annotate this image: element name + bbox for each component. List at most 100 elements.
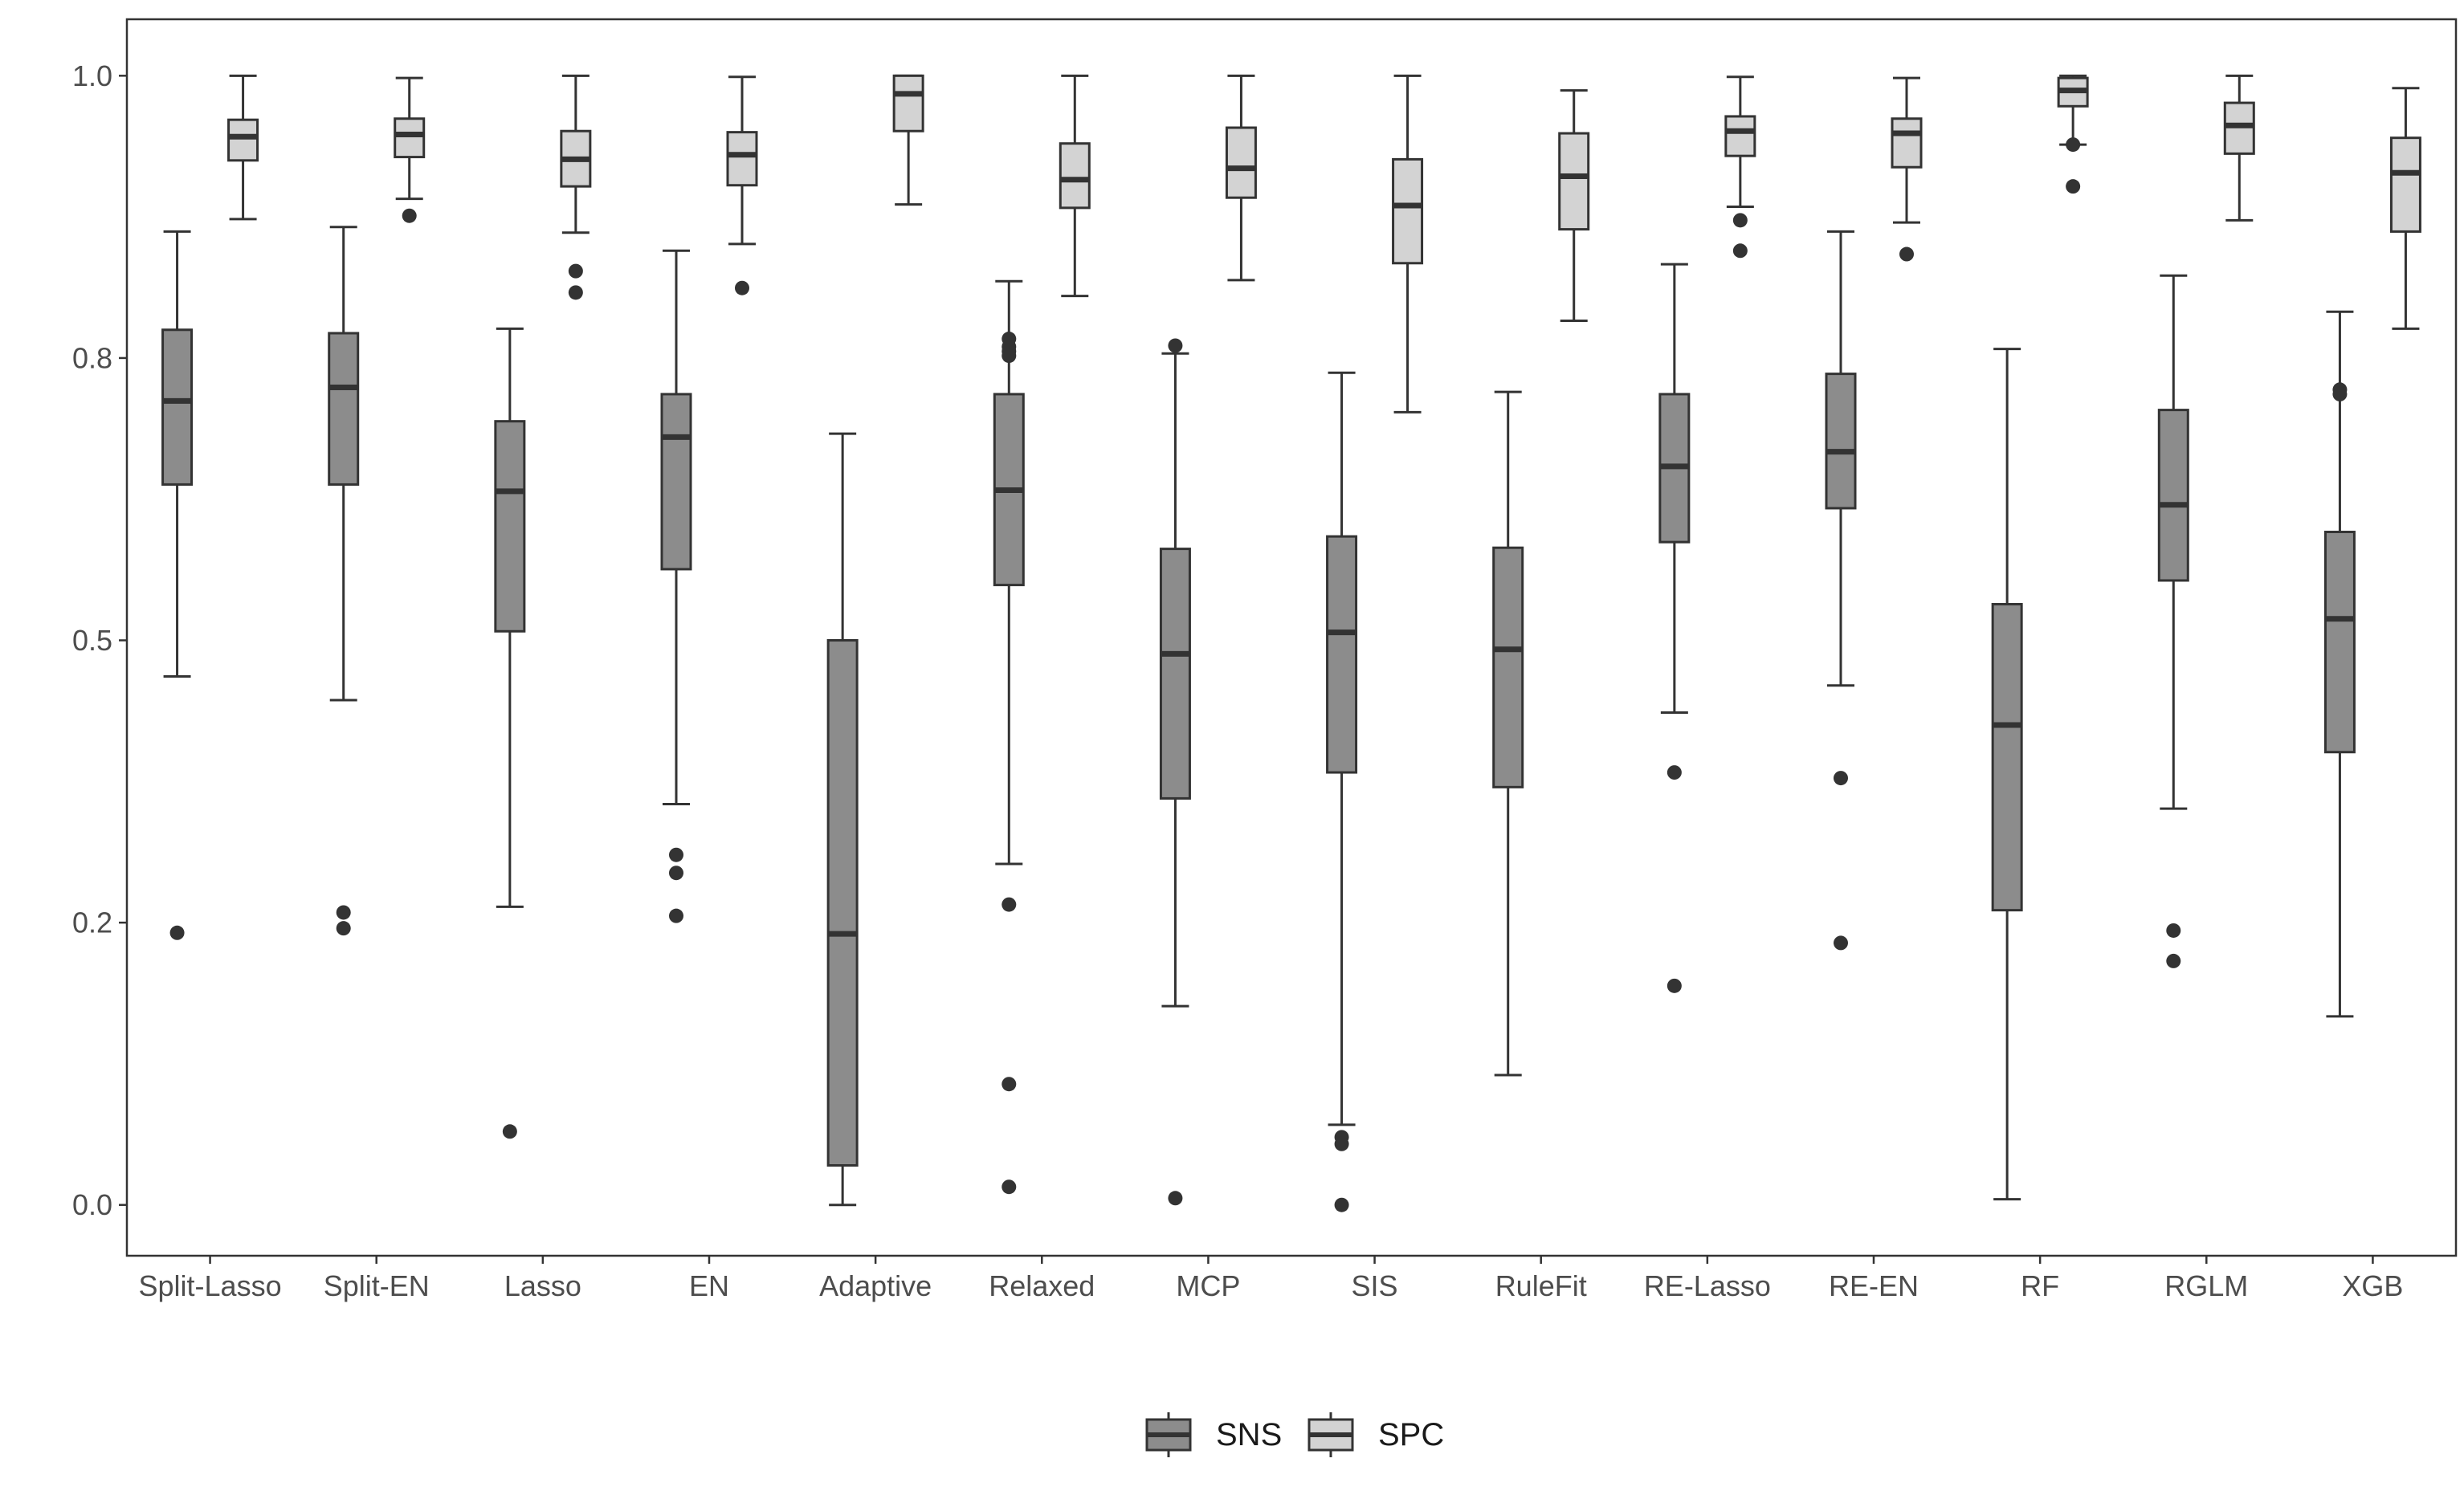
y-tick-label: 1.0 — [72, 59, 112, 92]
outlier-point — [2166, 923, 2181, 938]
legend-item-spc: SPC — [1307, 1412, 1444, 1457]
iqr-box — [2323, 531, 2356, 754]
x-tick-label: RE-EN — [1829, 1269, 1919, 1302]
box-sns-split-en — [328, 226, 360, 936]
outlier-point — [502, 1124, 517, 1139]
plot-panel-border — [125, 18, 2458, 1257]
box-sns-adaptive — [826, 432, 859, 1207]
outlier-point — [1168, 338, 1183, 353]
iqr-box — [2157, 409, 2189, 582]
box-spc-sis — [1392, 74, 1424, 413]
iqr-box — [1492, 546, 1524, 788]
y-tick-label: 0.0 — [72, 1188, 112, 1221]
outlier-point — [2166, 953, 2181, 968]
box-spc-en — [726, 75, 758, 295]
iqr-box — [1991, 603, 2023, 912]
box-spc-re-en — [1891, 76, 1923, 262]
x-tick-label: RE-Lasso — [1644, 1269, 1771, 1302]
box-spc-adaptive — [892, 74, 924, 206]
iqr-box — [1558, 132, 1590, 231]
iqr-box — [1326, 535, 1358, 774]
box-spc-relaxed — [1059, 74, 1091, 298]
outlier-point — [1834, 935, 1848, 951]
iqr-box — [660, 393, 692, 571]
box-spc-xgb — [2389, 87, 2421, 330]
x-tick-label: EN — [689, 1269, 729, 1302]
box-sns-lasso — [494, 327, 526, 1139]
box-sns-mcp — [1159, 338, 1191, 1206]
outlier-point — [1834, 771, 1848, 786]
outlier-point — [568, 285, 583, 300]
x-tick-label: XGB — [2342, 1269, 2403, 1302]
series-sns — [161, 226, 2356, 1212]
box-sns-sis — [1326, 371, 1358, 1212]
box-sns-split-lasso — [161, 230, 194, 940]
outlier-point — [669, 866, 683, 881]
legend-label: SNS — [1216, 1417, 1282, 1452]
box-spc-split-lasso — [227, 74, 259, 221]
box-spc-re-lasso — [1724, 75, 1756, 259]
chart-marks — [161, 74, 2421, 1212]
iqr-box — [892, 74, 924, 132]
box-spc-rf — [2057, 74, 2089, 194]
x-tick-label: MCP — [1176, 1269, 1240, 1302]
outlier-point — [735, 280, 749, 295]
x-tick-label: RuleFit — [1495, 1269, 1587, 1302]
iqr-box — [2223, 101, 2255, 155]
outlier-point — [1168, 1191, 1183, 1206]
outlier-point — [1334, 1136, 1349, 1151]
iqr-box — [161, 328, 194, 486]
y-tick-label: 0.5 — [72, 624, 112, 657]
box-sns-rulefit — [1492, 390, 1524, 1077]
box-spc-split-en — [394, 76, 426, 223]
iqr-box — [1225, 126, 1257, 199]
outlier-point — [402, 208, 417, 223]
outlier-point — [1666, 765, 1682, 780]
iqr-box — [1825, 373, 1857, 510]
x-tick-label: RGLM — [2164, 1269, 2248, 1302]
outlier-point — [1666, 978, 1682, 993]
legend-label: SPC — [1378, 1417, 1444, 1452]
y-axis: 0.0 0.2 0.5 0.8 1.0 — [72, 59, 127, 1221]
outlier-point — [2066, 179, 2081, 194]
x-axis: Split-Lasso Split-EN Lasso EN Adaptive Relaxe… — [139, 1256, 2403, 1302]
box-sns-rf — [1991, 348, 2023, 1201]
x-tick-label: SIS — [1352, 1269, 1398, 1302]
iqr-box — [494, 420, 526, 633]
box-sns-re-lasso — [1658, 263, 1691, 993]
iqr-box — [328, 332, 360, 486]
iqr-box — [1891, 117, 1923, 169]
y-tick-label: 0.8 — [72, 341, 112, 374]
box-spc-rulefit — [1558, 89, 1590, 323]
box-sns-xgb — [2323, 310, 2356, 1018]
iqr-box — [726, 131, 758, 187]
x-tick-label: Split-Lasso — [139, 1269, 282, 1302]
box-sns-re-en — [1825, 230, 1857, 951]
iqr-box — [1059, 142, 1091, 210]
box-sns-relaxed — [993, 279, 1025, 1195]
box-spc-mcp — [1225, 74, 1257, 282]
iqr-box — [826, 639, 859, 1167]
outlier-point — [1002, 1179, 1017, 1195]
outlier-point — [1899, 246, 1914, 262]
iqr-box — [1392, 157, 1424, 265]
legend-item-sns: SNS — [1145, 1412, 1282, 1457]
outlier-point — [1002, 348, 1017, 364]
x-tick-label: Lasso — [504, 1269, 581, 1302]
iqr-box — [394, 117, 426, 159]
outlier-point — [1002, 897, 1017, 912]
x-tick-label: Split-EN — [324, 1269, 430, 1302]
outlier-point — [336, 905, 351, 920]
outlier-point — [169, 925, 185, 940]
outlier-point — [2332, 386, 2348, 401]
box-sns-rglm — [2157, 274, 2189, 968]
outlier-point — [669, 908, 683, 923]
outlier-point — [1732, 243, 1748, 259]
iqr-box — [2389, 136, 2421, 233]
outlier-point — [669, 847, 683, 862]
iqr-box — [1159, 548, 1191, 800]
x-tick-label: Relaxed — [989, 1269, 1095, 1302]
y-tick-label: 0.2 — [72, 906, 112, 939]
outlier-point — [1334, 1197, 1349, 1212]
